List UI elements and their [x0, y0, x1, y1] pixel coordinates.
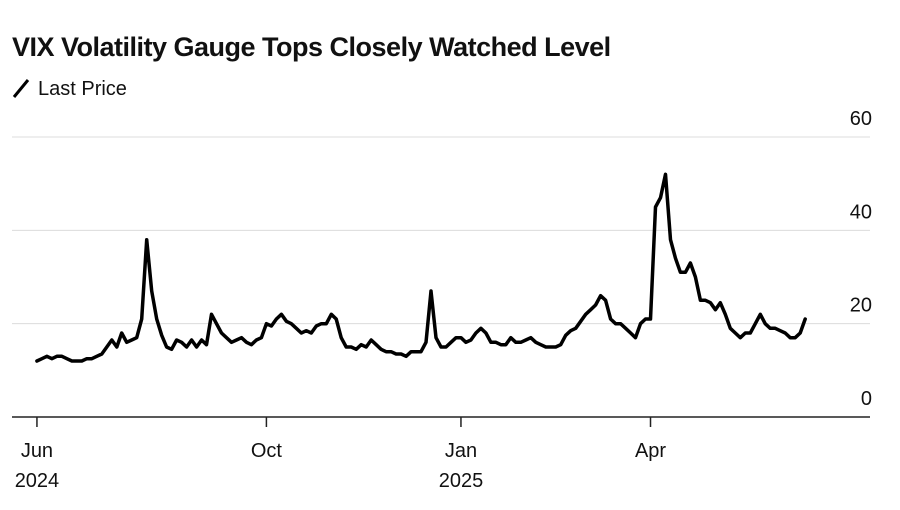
legend-icon — [12, 79, 30, 98]
x-tick-label: Apr — [635, 440, 666, 462]
y-tick-label: 20 — [850, 295, 872, 317]
x-tick-label: Oct — [251, 440, 283, 462]
legend-label: Last Price — [38, 78, 127, 100]
x-tick-label: Jun 2024 — [15, 440, 60, 492]
price-line — [35, 172, 807, 363]
y-tick-label: 40 — [850, 201, 872, 223]
y-tick-label: 60 — [850, 108, 872, 130]
y-tick-label: 0 — [861, 388, 872, 410]
chart-title: VIX Volatility Gauge Tops Closely Watche… — [12, 32, 611, 62]
x-tick-label: Jan 2025 — [439, 440, 484, 492]
